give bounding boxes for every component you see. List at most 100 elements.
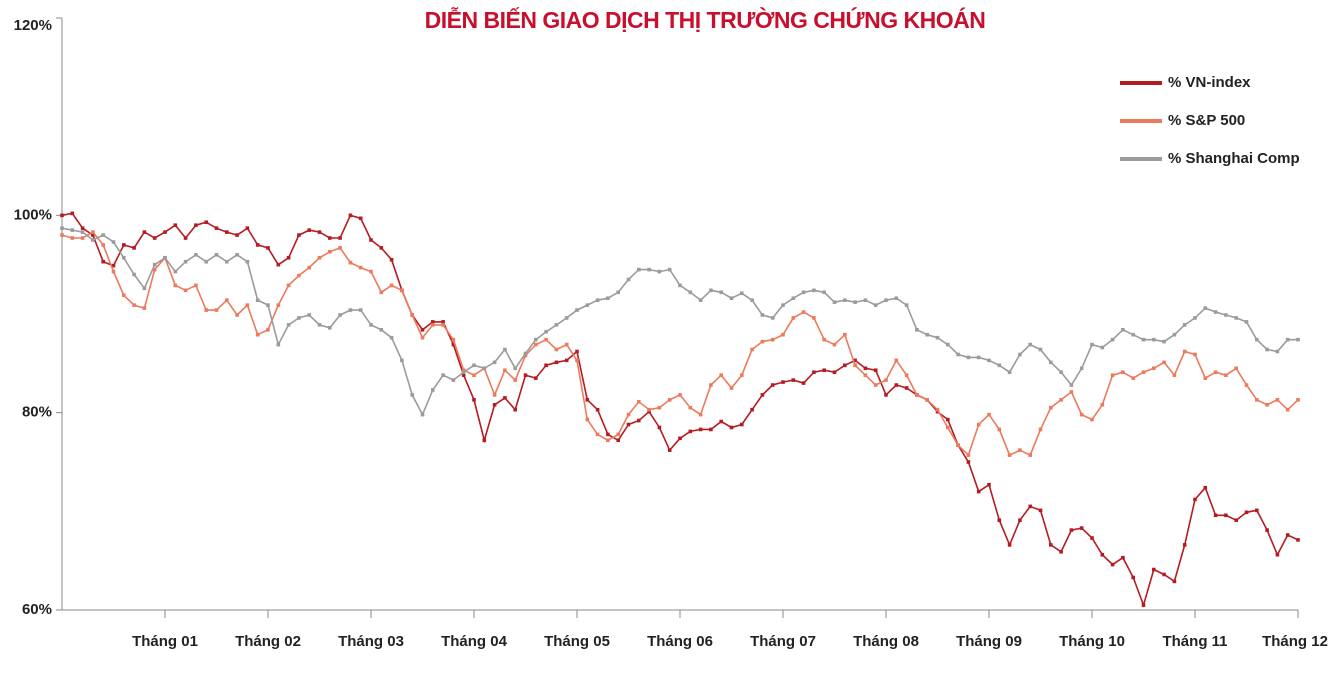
point-marker bbox=[431, 323, 435, 327]
point-marker bbox=[225, 298, 229, 302]
point-marker bbox=[1255, 337, 1259, 342]
point-marker bbox=[564, 316, 569, 320]
point-marker bbox=[781, 332, 785, 337]
point-marker bbox=[297, 233, 301, 237]
point-marker bbox=[328, 250, 332, 254]
point-marker bbox=[740, 422, 744, 427]
point-marker bbox=[1162, 572, 1166, 577]
point-marker bbox=[812, 316, 816, 320]
point-marker bbox=[801, 310, 806, 314]
point-marker bbox=[451, 337, 456, 342]
point-marker bbox=[1069, 528, 1074, 532]
point-marker bbox=[245, 259, 250, 264]
point-marker bbox=[935, 409, 940, 414]
legend-label: % VN-index bbox=[1168, 74, 1251, 91]
point-marker bbox=[482, 438, 487, 443]
point-marker bbox=[122, 293, 126, 298]
point-marker bbox=[338, 313, 342, 317]
point-marker bbox=[441, 373, 445, 377]
point-marker bbox=[966, 460, 971, 464]
point-marker bbox=[1255, 398, 1259, 402]
point-marker bbox=[173, 223, 178, 227]
point-marker bbox=[729, 386, 734, 390]
point-marker bbox=[276, 262, 281, 267]
point-marker bbox=[791, 296, 796, 301]
point-marker bbox=[369, 269, 373, 274]
point-marker bbox=[1296, 538, 1300, 542]
point-marker bbox=[915, 327, 919, 332]
point-marker bbox=[1007, 370, 1012, 375]
point-marker bbox=[225, 259, 229, 264]
point-marker bbox=[286, 323, 291, 327]
point-marker bbox=[431, 320, 435, 324]
point-marker bbox=[987, 412, 991, 417]
point-marker bbox=[214, 226, 219, 230]
x-tick-label: Tháng 07 bbox=[750, 633, 816, 650]
point-marker bbox=[80, 226, 85, 230]
point-marker bbox=[894, 383, 899, 387]
point-marker bbox=[1265, 347, 1269, 352]
point-marker bbox=[91, 230, 95, 234]
point-marker bbox=[832, 370, 837, 375]
point-marker bbox=[1131, 376, 1135, 380]
point-marker bbox=[925, 332, 929, 337]
point-marker bbox=[554, 360, 559, 365]
point-marker bbox=[946, 342, 950, 347]
point-marker bbox=[400, 288, 404, 293]
point-marker bbox=[832, 342, 837, 347]
point-marker bbox=[451, 378, 456, 382]
point-marker bbox=[307, 228, 311, 232]
point-marker bbox=[472, 373, 476, 377]
point-marker bbox=[420, 335, 425, 340]
point-marker bbox=[678, 436, 682, 441]
point-marker bbox=[111, 240, 116, 244]
point-marker bbox=[894, 358, 899, 363]
point-marker bbox=[1182, 323, 1187, 327]
point-marker bbox=[1028, 342, 1032, 347]
x-tick-label: Tháng 05 bbox=[544, 633, 610, 650]
point-marker bbox=[1049, 405, 1053, 410]
point-marker bbox=[101, 259, 105, 264]
point-marker bbox=[585, 398, 590, 402]
point-marker bbox=[1079, 412, 1084, 417]
point-marker bbox=[688, 429, 693, 434]
point-marker bbox=[997, 363, 1002, 368]
point-marker bbox=[544, 363, 548, 368]
point-marker bbox=[1265, 402, 1269, 407]
point-marker bbox=[245, 303, 250, 307]
point-marker bbox=[1244, 320, 1249, 324]
point-marker bbox=[1296, 398, 1300, 402]
x-tick-label: Tháng 04 bbox=[441, 633, 507, 650]
point-marker bbox=[1172, 373, 1177, 377]
point-marker bbox=[1141, 603, 1146, 607]
x-tick-label: Tháng 03 bbox=[338, 633, 404, 650]
point-marker bbox=[1203, 376, 1208, 380]
x-tick-label: Tháng 09 bbox=[956, 633, 1022, 650]
point-marker bbox=[70, 228, 75, 232]
point-marker bbox=[575, 358, 579, 363]
point-marker bbox=[1203, 306, 1208, 310]
point-marker bbox=[626, 277, 631, 282]
point-marker bbox=[770, 337, 775, 342]
point-marker bbox=[348, 213, 353, 218]
legend-label: % S&P 500 bbox=[1168, 112, 1245, 129]
point-marker bbox=[1090, 342, 1094, 347]
point-marker bbox=[379, 327, 384, 332]
point-marker bbox=[935, 407, 940, 412]
point-marker bbox=[389, 257, 394, 262]
point-marker bbox=[564, 358, 569, 363]
point-marker bbox=[1193, 497, 1197, 502]
point-marker bbox=[647, 407, 651, 412]
point-marker bbox=[904, 386, 909, 390]
point-marker bbox=[379, 246, 384, 250]
point-marker bbox=[1131, 575, 1135, 580]
chart-title: DIỄN BIẾN GIAO DỊCH THỊ TRƯỜNG CHỨNG KHO… bbox=[425, 5, 986, 33]
point-marker bbox=[719, 290, 723, 295]
point-marker bbox=[358, 216, 363, 221]
point-marker bbox=[554, 347, 559, 352]
point-marker bbox=[60, 213, 64, 218]
point-marker bbox=[70, 211, 75, 216]
point-marker bbox=[915, 393, 919, 397]
